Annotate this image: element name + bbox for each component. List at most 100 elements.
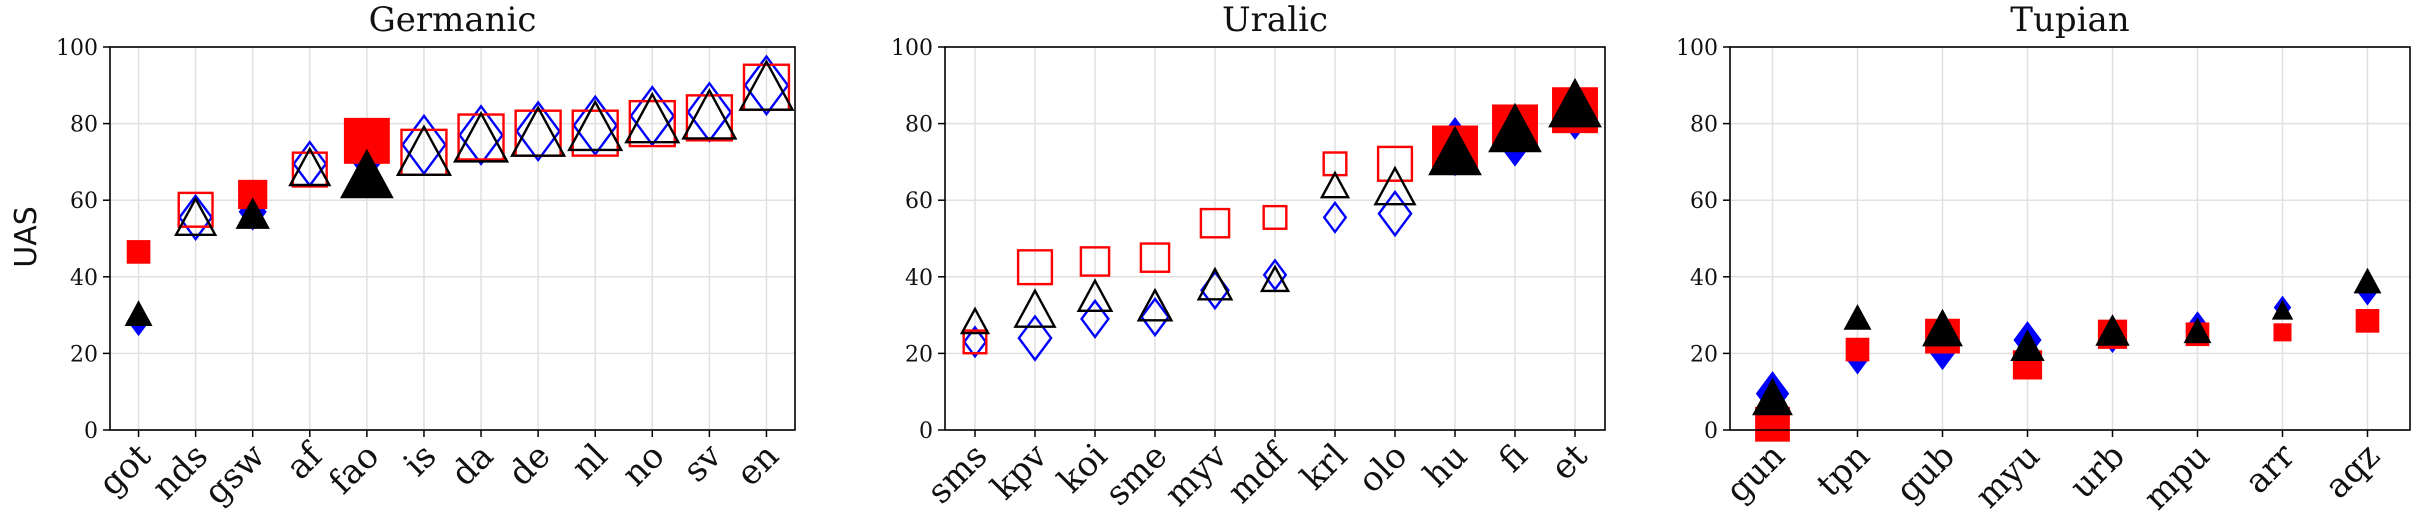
x-tick-label: olo xyxy=(1350,436,1415,501)
diamond-marker xyxy=(1322,200,1348,234)
panel-uralic: Uralic020406080100smskpvkoismemyvmdfkrlo… xyxy=(891,0,1606,515)
x-tick-label: myv xyxy=(1157,436,1236,515)
triangle-marker xyxy=(2183,317,2212,344)
x-tick-label: arr xyxy=(2237,436,2303,502)
x-tick-label: is xyxy=(396,436,444,484)
triangle-marker xyxy=(510,105,567,157)
y-tick-label: 100 xyxy=(56,36,98,61)
triangle-marker xyxy=(1076,278,1114,312)
y-tick-label: 40 xyxy=(70,266,98,291)
axes-frame xyxy=(944,46,1606,431)
y-tick-label: 60 xyxy=(1690,189,1718,214)
triangle-marker xyxy=(2095,314,2130,346)
x-tick-label: kpv xyxy=(984,436,1056,508)
y-tick-label: 80 xyxy=(70,113,98,138)
square-marker xyxy=(1199,207,1231,239)
y-tick-label: 20 xyxy=(905,342,933,367)
triangle-marker xyxy=(1196,266,1234,301)
x-tick-label: hu xyxy=(1416,436,1475,495)
x-tick-label: af xyxy=(279,434,332,487)
square-marker xyxy=(571,109,619,157)
triangle-marker xyxy=(340,148,394,199)
axes-frame xyxy=(109,46,796,431)
diamond-marker xyxy=(629,85,676,147)
triangle-marker xyxy=(738,59,795,111)
y-tick-label: 80 xyxy=(1690,113,1718,138)
x-tick-label: aqz xyxy=(2317,436,2388,507)
triangle-marker xyxy=(1373,165,1417,206)
diamond-marker xyxy=(401,113,447,176)
y-tick-label: 100 xyxy=(891,36,933,61)
x-tick-label: gsw xyxy=(196,436,273,513)
square-marker xyxy=(1079,246,1111,277)
x-tick-label: got xyxy=(91,436,159,504)
panel-title: Germanic xyxy=(369,0,537,40)
x-tick-label: sv xyxy=(676,436,731,491)
x-tick-label: no xyxy=(614,436,672,494)
square-marker xyxy=(1376,145,1414,182)
square-marker xyxy=(291,151,328,188)
x-tick-label: gub xyxy=(1888,436,1963,511)
x-tick-label: sme xyxy=(1098,436,1176,514)
y-tick-label: 80 xyxy=(905,113,933,138)
triangle-marker xyxy=(1752,377,1793,416)
x-tick-label: da xyxy=(443,436,501,494)
square-marker xyxy=(1139,242,1171,273)
triangle-marker xyxy=(1843,304,1872,330)
square-marker xyxy=(1262,204,1288,230)
x-tick-label: myu xyxy=(1968,436,2048,516)
y-tick-label: 0 xyxy=(1704,419,1718,444)
y-tick-label: 0 xyxy=(919,419,933,444)
y-tick-label: 20 xyxy=(70,342,98,367)
triangle-marker xyxy=(1922,308,1963,347)
y-tick-label: 40 xyxy=(905,266,933,291)
triangle-marker xyxy=(1259,264,1291,293)
triangle-marker xyxy=(1428,125,1482,176)
x-tick-label: mdf xyxy=(1220,434,1297,511)
x-tick-label: mpu xyxy=(2136,436,2218,518)
y-tick-label: 100 xyxy=(1676,36,1718,61)
triangle-marker xyxy=(624,91,681,144)
diamond-marker xyxy=(458,104,504,166)
panel-title: Tupian xyxy=(2010,0,2129,40)
triangle-marker xyxy=(1488,102,1542,153)
diamond-marker xyxy=(1080,298,1110,340)
x-tick-label: gun xyxy=(1718,436,1793,511)
diamond-marker xyxy=(1140,296,1170,338)
triangle-marker xyxy=(452,110,510,163)
triangle-marker xyxy=(288,146,332,187)
square-marker xyxy=(1845,337,1870,362)
diamond-marker xyxy=(1377,189,1413,238)
diamond-marker xyxy=(743,54,790,117)
x-tick-label: fao xyxy=(321,436,387,502)
y-tick-label: 0 xyxy=(84,419,98,444)
triangle-marker xyxy=(395,124,453,176)
y-tick-label: 20 xyxy=(1690,342,1718,367)
diamond-marker xyxy=(962,325,988,359)
panel-title: Uralic xyxy=(1222,0,1328,40)
triangle-marker xyxy=(567,99,624,152)
x-tick-label: tpn xyxy=(1809,436,1878,505)
square-marker xyxy=(962,329,988,355)
diamond-marker xyxy=(572,94,619,157)
x-tick-label: nds xyxy=(144,436,216,508)
x-tick-label: nl xyxy=(564,436,615,487)
triangle-marker xyxy=(1013,288,1057,328)
x-tick-label: en xyxy=(729,436,787,494)
x-tick-label: urb xyxy=(2062,436,2133,507)
y-tick-label: 40 xyxy=(1690,266,1718,291)
square-marker xyxy=(126,240,151,264)
panel-tupian: Tupian 0 20 40 60 80 100 gun tpn gub myu urb mpu arr a… xyxy=(1676,0,2411,518)
triangle-marker xyxy=(2010,329,2045,362)
triangle-marker xyxy=(1136,287,1174,322)
square-marker xyxy=(685,94,734,142)
triangle-marker xyxy=(174,196,218,237)
square-marker xyxy=(1016,249,1054,286)
x-tick-label: sms xyxy=(920,436,996,512)
triangle-marker xyxy=(1319,170,1351,199)
x-tick-label: de xyxy=(501,436,559,494)
triangle-marker xyxy=(1548,77,1602,128)
triangle-marker xyxy=(235,197,270,229)
